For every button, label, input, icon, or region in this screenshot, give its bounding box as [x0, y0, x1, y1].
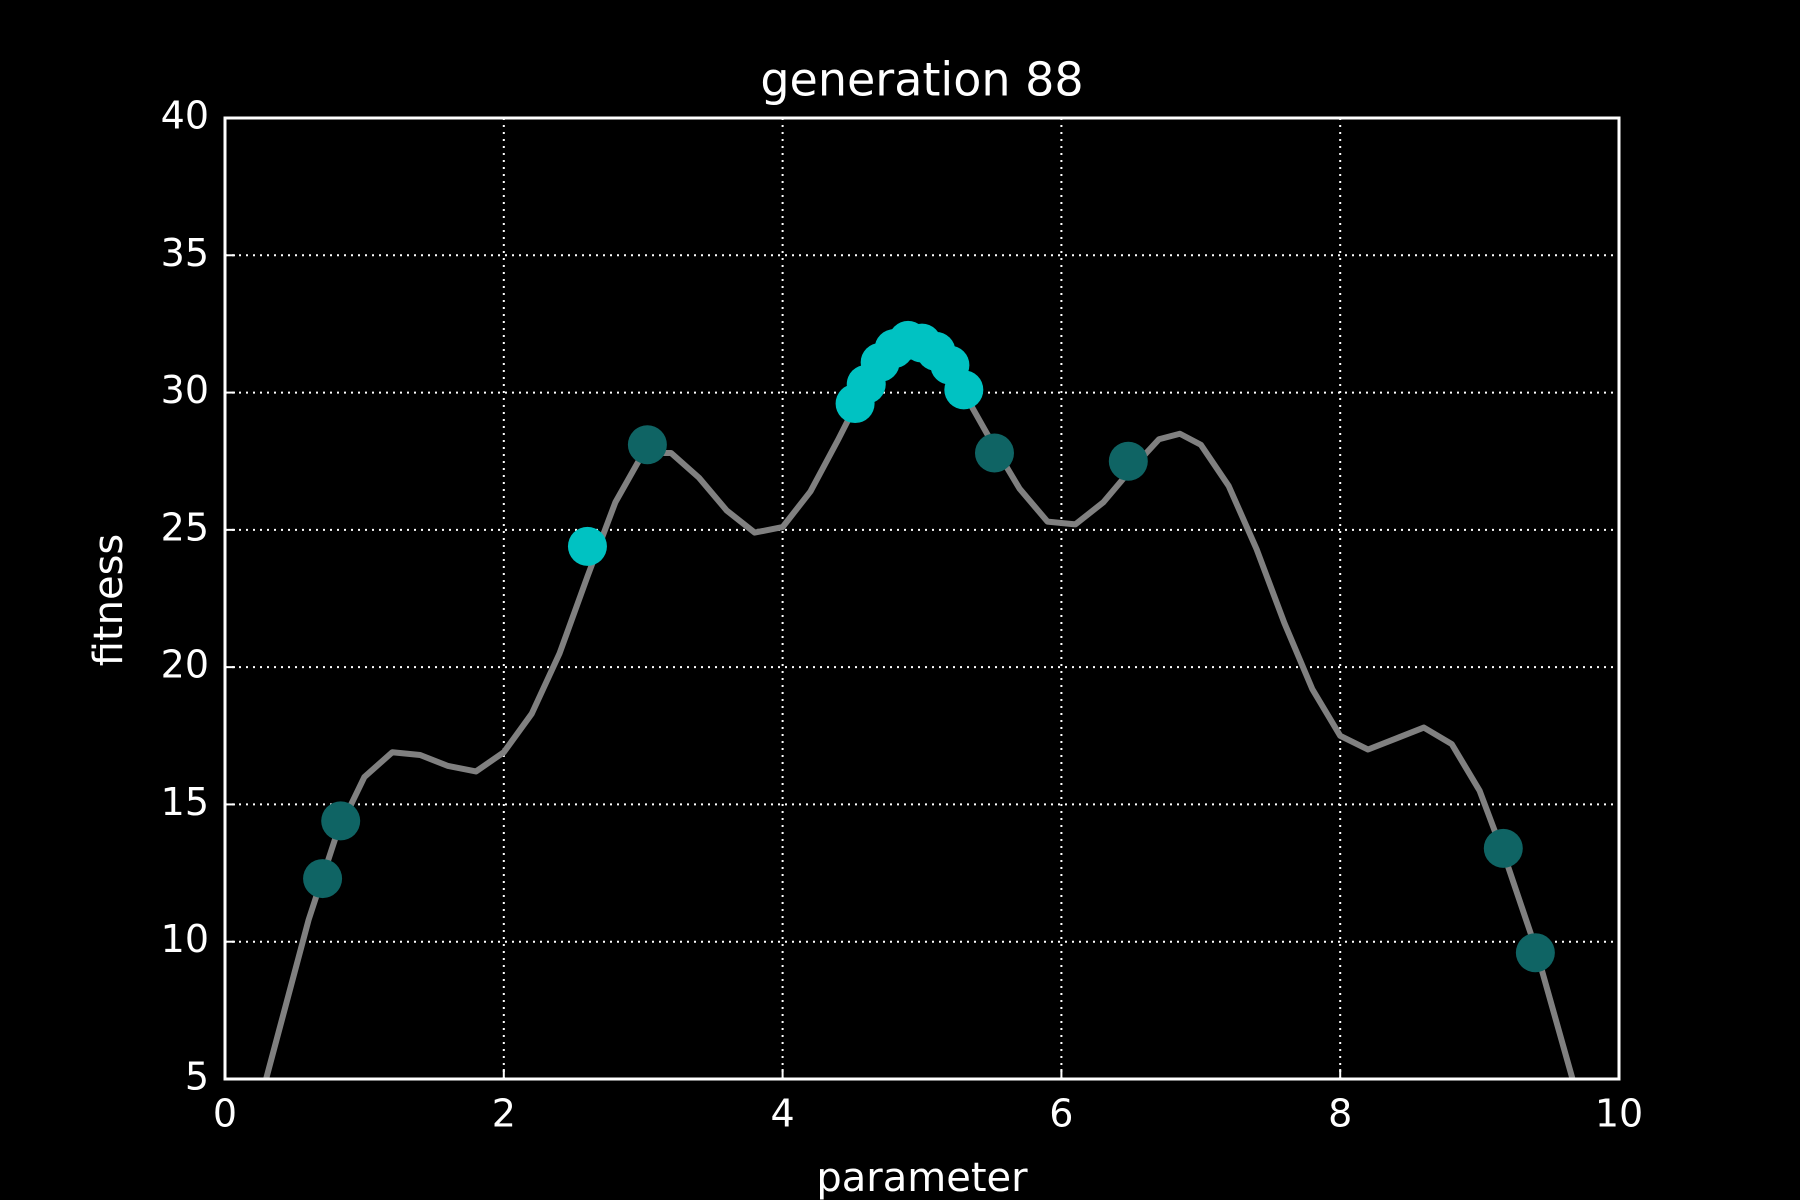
y-tick-label: 35	[161, 231, 209, 275]
y-axis-label: fitness	[86, 534, 132, 667]
population-point	[627, 425, 667, 465]
y-tick-label: 15	[161, 780, 209, 824]
axes-frame	[223, 116, 1621, 1081]
y-tick-label: 25	[161, 505, 209, 549]
population-point	[1108, 441, 1148, 481]
population-point	[567, 526, 607, 566]
x-tick-label: 2	[492, 1092, 516, 1136]
x-axis-label: parameter	[816, 1155, 1028, 1200]
y-tick-label: 30	[161, 368, 209, 412]
chart-title: generation 88	[760, 53, 1083, 107]
y-tick-label: 20	[161, 643, 209, 687]
x-tick-label: 0	[213, 1092, 237, 1136]
population-point	[944, 370, 984, 410]
plot-area	[262, 320, 1576, 1079]
x-tick-label: 6	[1049, 1092, 1073, 1136]
population-point	[974, 433, 1014, 473]
ticks: 0 2 4 6 8 10 5 10 15 20 25 30 35 40	[161, 94, 1644, 1136]
y-tick-label: 10	[161, 917, 209, 961]
population-point	[1515, 933, 1555, 973]
x-tick-label: 10	[1595, 1092, 1643, 1136]
y-tick-label: 40	[161, 94, 209, 138]
x-tick-label: 4	[771, 1092, 795, 1136]
population-point	[321, 801, 361, 841]
y-tick-label: 5	[185, 1055, 209, 1099]
population-point	[303, 859, 343, 899]
population-point	[1483, 828, 1523, 868]
x-tick-label: 8	[1328, 1092, 1352, 1136]
